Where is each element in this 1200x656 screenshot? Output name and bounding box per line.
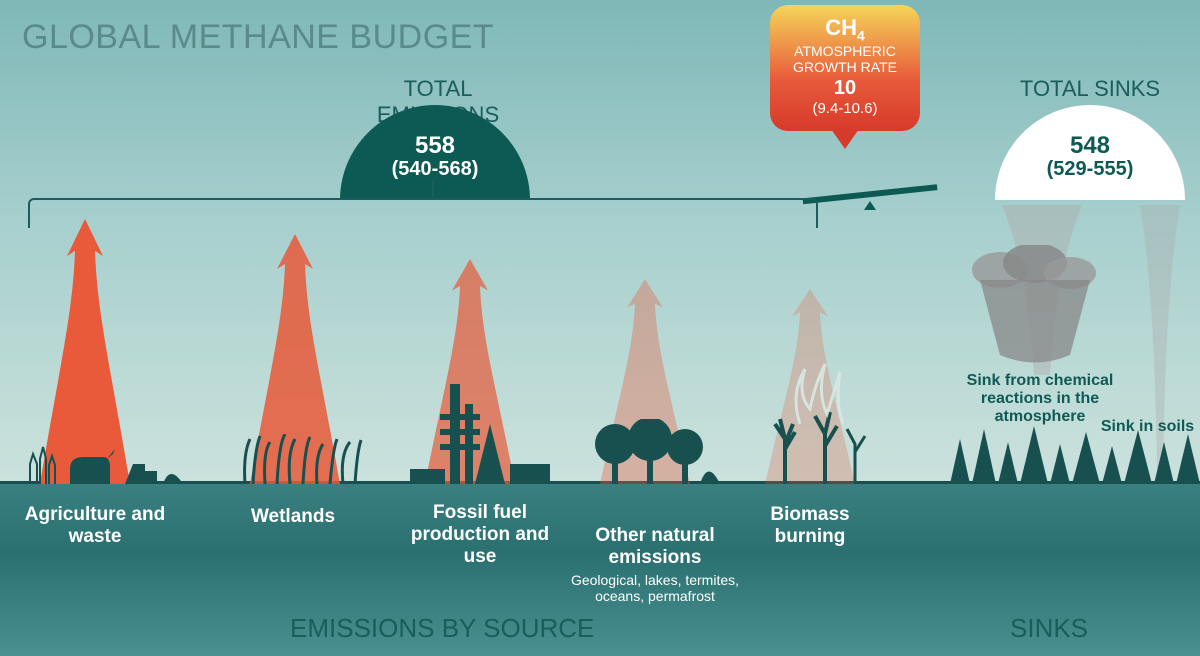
bracket-stem — [432, 180, 434, 198]
emissions-range: (540-568) — [392, 158, 479, 181]
emissions-bracket — [28, 198, 818, 228]
fossil-fuel-icon — [400, 374, 560, 484]
agriculture-icon — [25, 429, 185, 484]
growth-rate-balloon: CH4 ATMOSPHERIC GROWTH RATE 10 (9.4-10.6… — [770, 5, 920, 131]
source-label-4: Biomass burning — [745, 504, 875, 548]
cloud-sink-icon — [960, 245, 1110, 365]
emissions-value: 558 — [415, 134, 455, 158]
growth-line1: ATMOSPHERIC — [778, 43, 912, 59]
source-label-0: Agriculture and waste — [20, 504, 170, 548]
source-label-1: Wetlands — [228, 506, 358, 528]
natural-emissions-icon — [590, 419, 730, 484]
growth-value: 10 — [778, 77, 912, 100]
main-title: GLOBAL METHANE BUDGET — [22, 18, 494, 57]
source-label-3: Other natural emissionsGeological, lakes… — [570, 525, 740, 604]
bottom-left-label: EMISSIONS BY SOURCE — [290, 613, 594, 644]
biomass-icon — [755, 354, 885, 484]
growth-title: CH4 — [778, 15, 912, 43]
sinks-value: 548 — [1070, 134, 1110, 158]
growth-line2: GROWTH RATE — [778, 59, 912, 75]
sink-label-soils: Sink in soils — [1095, 418, 1200, 436]
sinks-heading: TOTAL SINKS — [1000, 76, 1180, 102]
sinks-total-badge: 548 (529-555) — [995, 105, 1185, 200]
wetlands-icon — [235, 434, 365, 484]
sinks-range: (529-555) — [1047, 158, 1134, 181]
bottom-right-label: SINKS — [1010, 613, 1088, 644]
source-label-2: Fossil fuel production and use — [400, 502, 560, 568]
growth-range: (9.4-10.6) — [778, 100, 912, 117]
